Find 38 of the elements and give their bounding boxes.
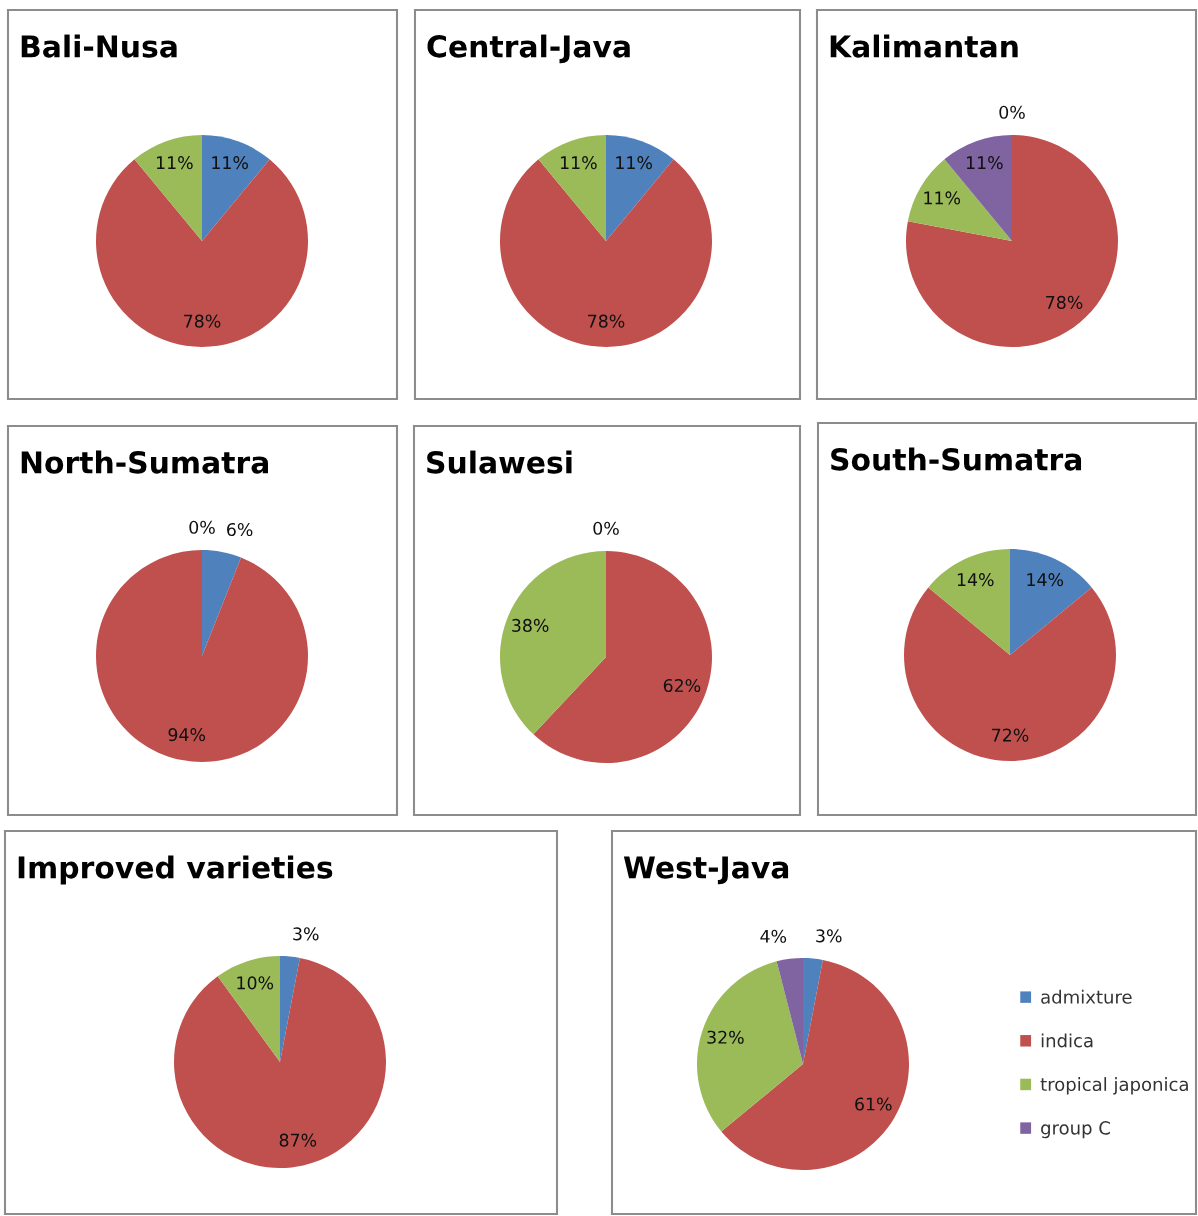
data-label: 78% xyxy=(588,314,625,328)
data-label: 38% xyxy=(512,618,549,632)
data-label: 11% xyxy=(156,156,193,170)
data-label: 11% xyxy=(560,156,597,170)
chart-title: Bali-Nusa xyxy=(21,34,177,58)
legend-label: admixture xyxy=(1041,989,1132,1004)
data-label: 11% xyxy=(924,191,961,205)
legend-label: group C xyxy=(1041,1121,1110,1139)
data-label: 87% xyxy=(279,1133,317,1147)
text: 0% xyxy=(593,521,619,535)
chart-title: Improved varieties xyxy=(18,855,333,885)
data-label: 3% xyxy=(293,927,319,941)
data-label: 61% xyxy=(855,1097,892,1111)
data-label: 11% xyxy=(212,156,248,170)
data-label: 14% xyxy=(957,573,994,587)
data-label: 72% xyxy=(992,728,1029,742)
data-label: 11% xyxy=(966,156,1003,170)
legend-label: indica xyxy=(1041,1033,1093,1048)
chart-title: North-Sumatra xyxy=(21,450,268,474)
data-label: 11% xyxy=(616,156,652,170)
data-label: 14% xyxy=(1027,573,1064,587)
data-label: 6% xyxy=(227,522,253,537)
data-label: 94% xyxy=(168,728,206,742)
chart-title: Kalimantan xyxy=(830,34,1018,58)
chart-title: South-Sumatra xyxy=(831,447,1082,471)
legend-label: tropical japonica xyxy=(1040,1077,1188,1095)
chart-title: Sulawesi xyxy=(427,450,572,474)
data-label: 78% xyxy=(1046,295,1083,309)
chart-title: Central-Java xyxy=(427,34,630,64)
text: 0% xyxy=(999,105,1025,119)
chart-title: West-Java xyxy=(623,856,789,885)
data-label: 78% xyxy=(184,314,221,328)
data-label: 62% xyxy=(663,678,701,693)
data-label: 32% xyxy=(707,1030,744,1044)
data-label: 4% xyxy=(760,929,787,943)
data-label: 3% xyxy=(816,929,842,943)
data-label: 10% xyxy=(237,976,274,990)
text: 0% xyxy=(189,520,215,534)
